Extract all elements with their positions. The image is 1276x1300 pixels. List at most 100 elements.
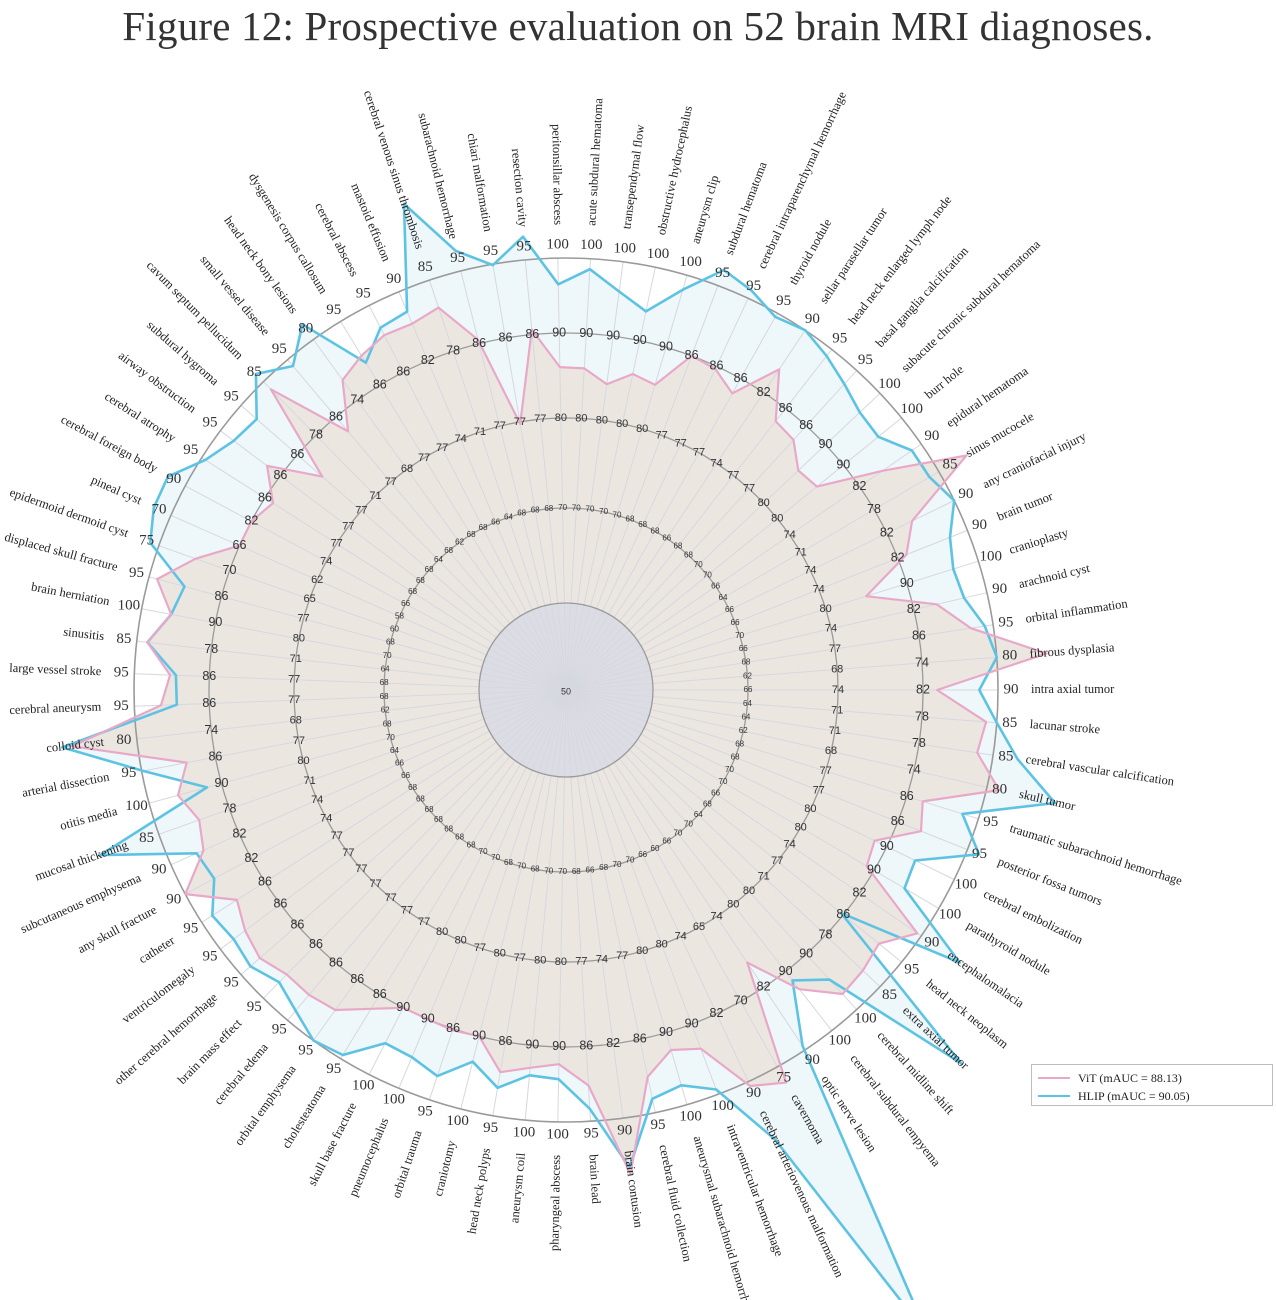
axis-label: basal ganglia calcification <box>873 243 972 350</box>
tick-label: 70 <box>599 507 608 516</box>
spoke <box>398 689 567 1089</box>
tick-label: 86 <box>208 749 222 763</box>
tick-label: 82 <box>710 1006 724 1020</box>
axis-label: cerebral abscess <box>312 200 361 278</box>
tick-label: 90 <box>924 935 939 951</box>
spoke <box>136 640 567 691</box>
tick-label: 95 <box>114 665 129 681</box>
spoke <box>312 339 567 691</box>
axis-label: arachnoid cyst <box>1017 561 1091 591</box>
tick-label: 90 <box>152 861 167 877</box>
axis-label: cerebral fluid collection <box>656 1143 695 1263</box>
spoke <box>565 275 688 691</box>
tick-label: 95 <box>483 1120 498 1136</box>
chart-title: Figure 12: Prospective evaluation on 52 … <box>122 3 1154 49</box>
axis-label: skull tumor <box>1018 787 1078 814</box>
tick-label: 90 <box>805 1052 820 1068</box>
tick-label: 90 <box>421 1011 435 1025</box>
tick-label: 68 <box>380 678 389 687</box>
tick-label: 95 <box>858 352 873 368</box>
tick-label: 80 <box>636 945 648 957</box>
tick-label: 71 <box>369 490 381 502</box>
tick-label: 86 <box>215 589 229 603</box>
tick-label: 95 <box>326 1061 341 1077</box>
tick-label: 70 <box>572 503 581 512</box>
tick-label: 74 <box>907 763 921 777</box>
tick-label: 85 <box>139 830 154 846</box>
tick-label: 100 <box>854 1011 877 1027</box>
spoke <box>565 689 719 1095</box>
tick-label: 66 <box>401 771 410 780</box>
tick-label: 100 <box>679 254 702 270</box>
tick-label: 90 <box>958 486 973 502</box>
axis-label: arterial dissection <box>21 769 111 800</box>
tick-label: 66 <box>725 605 734 614</box>
spoke <box>565 267 656 691</box>
axis-label: mastoid effusion <box>348 181 393 264</box>
spoke <box>565 298 749 691</box>
legend-label-vit: ViT (mAUC = 88.13) <box>1078 1071 1182 1085</box>
tick-label: 74 <box>596 954 608 966</box>
tick-label: 70 <box>223 563 237 577</box>
tick-label: 66 <box>711 789 720 798</box>
tick-label: 80 <box>758 497 770 509</box>
tick-label: 70 <box>626 856 635 865</box>
axis-label: orbital trauma <box>389 1128 425 1200</box>
tick-label: 77 <box>743 483 755 495</box>
tick-label: 90 <box>880 839 894 853</box>
tick-label: 74 <box>320 812 332 824</box>
tick-label: 74 <box>832 684 844 696</box>
tick-label: 77 <box>494 420 506 432</box>
tick-label: 77 <box>355 863 367 875</box>
tick-label: 95 <box>356 285 371 301</box>
tick-label: 68 <box>416 576 425 585</box>
tick-label: 80 <box>297 755 309 767</box>
tick-label: 86 <box>912 628 926 642</box>
spoke <box>312 689 567 1041</box>
spoke <box>158 545 567 691</box>
tick-label: 95 <box>584 1126 599 1142</box>
spoke <box>565 285 719 691</box>
tick-label: 70 <box>719 777 728 786</box>
tick-label: 66 <box>491 517 500 526</box>
tick-label: 68 <box>731 752 740 761</box>
tick-label: 95 <box>183 921 198 937</box>
tick-label: 71 <box>303 775 315 787</box>
tick-label: 66 <box>586 866 595 875</box>
spoke <box>428 280 567 691</box>
spoke <box>565 312 778 691</box>
tick-label: 77 <box>771 855 783 867</box>
axis-label: cavum septum pellucidum <box>144 258 247 362</box>
tick-label: 66 <box>711 582 720 591</box>
tick-label: 68 <box>425 565 434 574</box>
spoke <box>565 392 881 691</box>
tick-label: 95 <box>121 765 136 781</box>
axis-label: acute subdural hematoma <box>584 97 605 226</box>
spoke <box>185 485 567 691</box>
spoke <box>148 576 567 691</box>
axis-label: obstructive hydrocephalus <box>654 104 695 236</box>
axis-label: head neck enlarged lymph node <box>846 193 955 327</box>
tick-label: 68 <box>572 867 581 876</box>
tick-label: 86 <box>273 896 287 910</box>
tick-label: 66 <box>662 837 671 846</box>
tick-label: 82 <box>891 550 905 564</box>
tick-label: 86 <box>290 447 304 461</box>
tick-label: 80 <box>636 423 648 435</box>
tick-label: 86 <box>202 669 216 683</box>
tick-label: 65 <box>303 593 315 605</box>
tick-label: 90 <box>924 428 939 444</box>
tick-label: 90 <box>972 517 987 533</box>
tick-label: 90 <box>779 964 793 978</box>
spoke <box>565 624 994 691</box>
tick-label: 100 <box>980 549 1003 565</box>
tick-label: 95 <box>203 948 218 964</box>
axis-label: cerebral subdural empyema <box>847 1052 943 1170</box>
tick-label: 68 <box>408 783 417 792</box>
spoke <box>565 471 940 691</box>
tick-label: 80 <box>992 782 1007 798</box>
tick-label: 86 <box>309 937 323 951</box>
tick-label: 77 <box>401 905 413 917</box>
tick-label: 78 <box>309 427 323 441</box>
